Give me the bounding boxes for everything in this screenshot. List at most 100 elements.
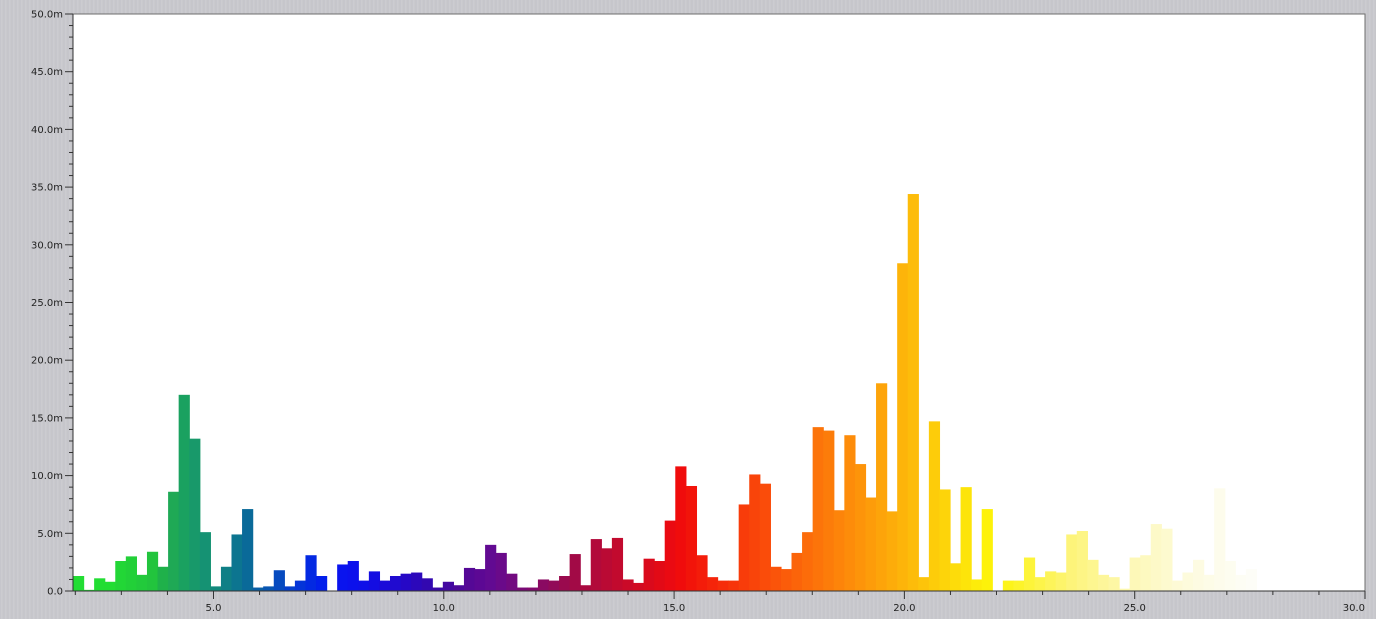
histogram-bar [389, 576, 402, 591]
histogram-bar [305, 555, 317, 591]
histogram-bar [1034, 577, 1046, 591]
histogram-bar [611, 537, 624, 591]
histogram-bar [854, 464, 867, 591]
histogram-bar [136, 574, 148, 591]
histogram-bar [833, 510, 845, 591]
x-tick-label: 5.0 [206, 603, 222, 614]
y-tick-label: 20.0m [31, 356, 63, 367]
histogram-bar [1023, 557, 1036, 591]
histogram-bar [146, 551, 159, 591]
histogram-bar [802, 532, 814, 591]
histogram-bar [537, 579, 550, 591]
histogram-bar [791, 552, 803, 591]
histogram-bar [432, 587, 444, 591]
histogram-bar [231, 534, 243, 591]
y-tick-label: 45.0m [31, 67, 63, 78]
histogram-bar [358, 580, 370, 591]
histogram-bar [210, 586, 222, 591]
histogram-bar [316, 576, 328, 591]
histogram-bar [749, 474, 761, 591]
histogram-bar [442, 581, 454, 591]
histogram-bar [601, 548, 613, 591]
y-tick-label: 25.0m [31, 298, 63, 309]
histogram-bar [664, 520, 676, 591]
histogram-bar [453, 585, 465, 591]
histogram-bar [548, 580, 560, 591]
histogram-bar [928, 421, 941, 591]
histogram-bar [104, 581, 116, 591]
histogram-bar [421, 578, 433, 591]
histogram-bar [706, 577, 719, 591]
histogram-bar [780, 569, 793, 591]
histogram-bar [1087, 559, 1099, 591]
histogram-bar [284, 586, 296, 591]
histogram-bar [675, 466, 687, 591]
histogram-bar [263, 586, 275, 591]
histogram-bar [876, 383, 888, 591]
y-tick-label: 15.0m [31, 413, 63, 424]
histogram-bar [220, 566, 233, 591]
histogram-bar [907, 194, 919, 591]
histogram-bar [273, 570, 285, 591]
histogram-bar [1129, 557, 1141, 591]
x-tick-label: 10.0 [433, 603, 455, 614]
histogram-bar [125, 556, 137, 591]
histogram-bar [1055, 572, 1067, 591]
histogram-bar [485, 544, 497, 591]
histogram-bar [242, 509, 254, 591]
histogram-bar [897, 263, 909, 591]
x-tick-label: 20.0 [893, 603, 915, 614]
histogram-bar [347, 561, 359, 591]
histogram-bar [685, 485, 698, 591]
histogram-bar [1245, 569, 1258, 591]
histogram-bar [368, 571, 381, 591]
histogram-bar [1119, 588, 1131, 591]
bars-layer [73, 194, 1258, 591]
x-tick-label: 15.0 [663, 603, 685, 614]
x-tick-label: 25.0 [1124, 603, 1146, 614]
histogram-bar [1066, 534, 1078, 591]
histogram-bar [971, 579, 983, 591]
histogram-bar [738, 504, 750, 591]
histogram-bar [1193, 559, 1205, 591]
histogram-bar [918, 577, 930, 591]
histogram-bar [580, 585, 592, 591]
y-tick-label: 40.0m [31, 125, 63, 136]
histogram-bar [1203, 574, 1215, 591]
histogram-bar [1002, 580, 1014, 591]
histogram-bar [115, 561, 127, 591]
histogram-bar [252, 587, 264, 591]
histogram-bar [844, 435, 856, 591]
histogram-bar [83, 589, 95, 591]
axes-layer: 0.0 5.0m 10.0m 15.0m 20.0m 25.0m 30.0m 35.0m 40.… [31, 10, 1366, 614]
histogram-bar [1013, 580, 1025, 591]
histogram-bar [178, 394, 190, 591]
histogram-bar [1214, 488, 1226, 591]
histogram-bar [812, 427, 824, 591]
histogram-bar [1140, 555, 1152, 591]
histogram-bar [696, 555, 708, 591]
histogram-bar [823, 430, 835, 591]
histogram-bar [1224, 561, 1236, 591]
y-tick-label: 35.0m [31, 183, 63, 194]
y-tick-label: 50.0m [31, 10, 63, 21]
histogram-bar [633, 582, 645, 591]
y-tick-label: 5.0m [37, 529, 63, 540]
histogram-bar [1097, 574, 1110, 591]
histogram-bar [294, 580, 307, 591]
y-tick-label: 10.0m [31, 471, 63, 482]
x-tick-label: 30.0 [1343, 603, 1365, 614]
histogram-bar [759, 483, 771, 591]
histogram-bar [516, 587, 528, 591]
histogram-bar [411, 572, 423, 591]
histogram-bar [1182, 572, 1194, 591]
histogram-bar [495, 552, 507, 591]
histogram-bar [1076, 530, 1088, 591]
histogram-bar [622, 579, 634, 591]
histogram-bar [94, 578, 106, 591]
histogram-bar [1108, 577, 1120, 591]
histogram-bar [960, 487, 972, 591]
histogram-bar [654, 561, 666, 591]
